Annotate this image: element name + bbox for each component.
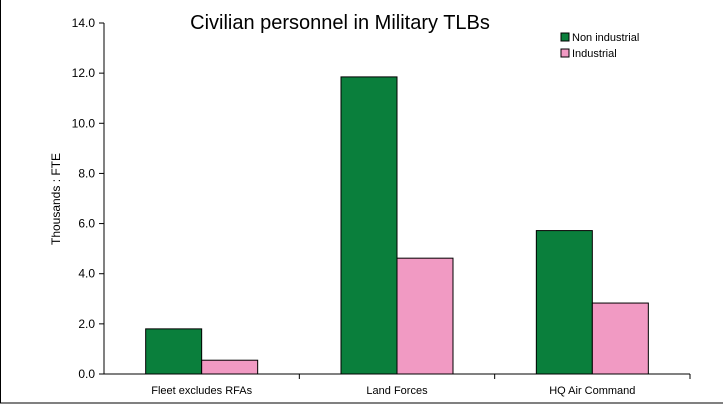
bar-industrial [592,303,648,374]
legend-label: Non industrial [572,32,639,44]
legend-swatch [561,49,569,57]
bar-industrial [397,258,453,374]
x-category-label: Land Forces [366,385,428,397]
x-category-label: HQ Air Command [549,385,635,397]
legend-label: Industrial [572,48,617,60]
x-category-label: Fleet excludes RFAs [151,385,252,397]
y-tick-label: 0.0 [78,367,95,381]
y-tick-label: 6.0 [78,217,95,231]
legend-swatch [561,33,569,41]
bar-non-industrial [536,231,592,374]
bar-non-industrial [341,77,397,374]
y-tick-label: 8.0 [78,166,95,180]
y-tick-label: 4.0 [78,267,95,281]
y-tick-label: 10.0 [72,116,96,130]
y-tick-label: 2.0 [78,317,95,331]
bar-non-industrial [146,329,202,374]
y-tick-label: 12.0 [72,66,96,80]
y-axis-label: Thousands : FTE [49,153,63,245]
y-tick-label: 14.0 [72,16,96,30]
bar-industrial [202,360,258,374]
chart-title: Civilian personnel in Military TLBs [190,12,490,34]
